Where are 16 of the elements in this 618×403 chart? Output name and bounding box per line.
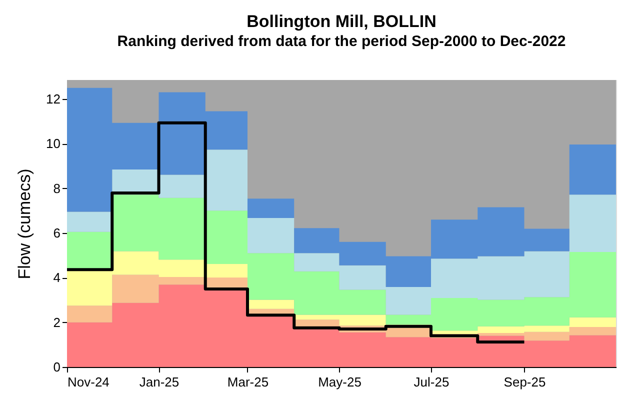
y-tick-label: 2 bbox=[53, 314, 60, 330]
x-tick-label: May-25 bbox=[318, 374, 362, 390]
x-tick-label: Sep-25 bbox=[504, 374, 546, 390]
chart-title: Bollington Mill, BOLLIN bbox=[246, 12, 436, 31]
y-tick-label: 8 bbox=[53, 180, 60, 196]
y-tick-label: 6 bbox=[53, 225, 60, 240]
y-axis-title: Flow (cumecs) bbox=[15, 168, 34, 280]
chart-subtitle: Ranking derived from data for the period Sep-2000 to Dec-2022 bbox=[117, 33, 566, 50]
y-tick-label: 10 bbox=[46, 136, 60, 152]
x-tick-label: Jul-25 bbox=[414, 374, 450, 390]
x-tick-label: Mar-25 bbox=[227, 374, 269, 390]
y-tick-label: 12 bbox=[46, 91, 60, 106]
x-tick-label: Jan-25 bbox=[139, 374, 180, 390]
y-tick-label: 0 bbox=[53, 360, 60, 374]
y-tick-label: 4 bbox=[53, 270, 60, 286]
x-tick-label: Nov-24 bbox=[68, 374, 110, 390]
